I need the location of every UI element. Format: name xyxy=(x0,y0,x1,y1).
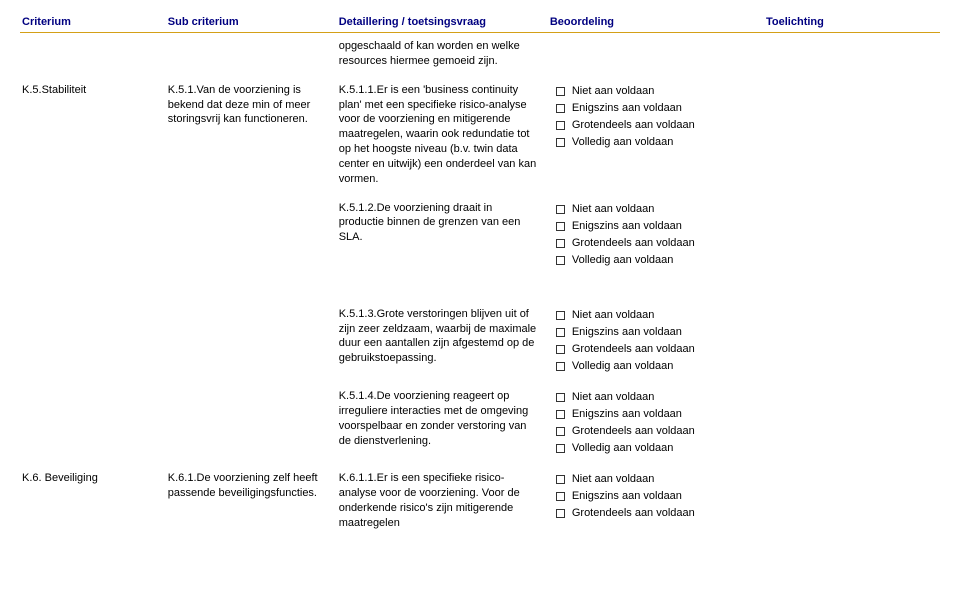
header-row: Criterium Sub criterium Detaillering / t… xyxy=(20,14,940,33)
assessment-option[interactable]: Volledig aan voldaan xyxy=(550,252,758,269)
assessment-option[interactable]: Grotendeels aan voldaan xyxy=(550,117,758,134)
header-assess: Beoordeling xyxy=(548,14,764,33)
assessment-cell: Niet aan voldaan Enigszins aan voldaan G… xyxy=(548,467,764,540)
table-row: K.6. Beveiliging K.6.1.De voorziening ze… xyxy=(20,467,940,540)
assessment-option[interactable]: Enigszins aan voldaan xyxy=(550,324,758,341)
assessment-option[interactable]: Niet aan voldaan xyxy=(550,389,758,406)
table-row: K.5.1.3.Grote verstoringen blijven uit o… xyxy=(20,279,940,385)
assessment-option[interactable]: Enigszins aan voldaan xyxy=(550,218,758,235)
criterium-text: K.5.Stabiliteit xyxy=(20,79,166,197)
assessment-cell: Niet aan voldaan Enigszins aan voldaan G… xyxy=(548,385,764,467)
header-explain: Toelichting xyxy=(764,14,940,33)
assessment-options: Niet aan voldaan Enigszins aan voldaan G… xyxy=(550,307,758,375)
detail-text: K.5.1.2.De voorziening draait in product… xyxy=(337,197,548,279)
assessment-option[interactable]: Niet aan voldaan xyxy=(550,201,758,218)
detail-text: K.5.1.4.De voorziening reageert op irreg… xyxy=(337,385,548,467)
assessment-cell: Niet aan voldaan Enigszins aan voldaan G… xyxy=(548,79,764,197)
assessment-option[interactable]: Niet aan voldaan xyxy=(550,83,758,100)
assessment-option[interactable]: Niet aan voldaan xyxy=(550,307,758,324)
criterium-text: K.6. Beveiliging xyxy=(20,467,166,540)
assessment-options: Niet aan voldaan Enigszins aan voldaan G… xyxy=(550,83,758,151)
assessment-cell: Niet aan voldaan Enigszins aan voldaan G… xyxy=(548,279,764,385)
detail-text: opgeschaald of kan worden en welke resou… xyxy=(337,33,548,79)
assessment-option[interactable]: Grotendeels aan voldaan xyxy=(550,423,758,440)
assessment-option[interactable]: Volledig aan voldaan xyxy=(550,134,758,151)
assessment-option[interactable]: Grotendeels aan voldaan xyxy=(550,235,758,252)
criteria-table: Criterium Sub criterium Detaillering / t… xyxy=(20,14,940,541)
detail-text: K.6.1.1.Er is een specifieke risico-anal… xyxy=(337,467,548,540)
assessment-options: Niet aan voldaan Enigszins aan voldaan G… xyxy=(550,201,758,269)
detail-text: K.5.1.3.Grote verstoringen blijven uit o… xyxy=(337,279,548,385)
assessment-option[interactable]: Grotendeels aan voldaan xyxy=(550,341,758,358)
assessment-option[interactable]: Enigszins aan voldaan xyxy=(550,100,758,117)
assessment-option[interactable]: Niet aan voldaan xyxy=(550,471,758,488)
detail-text: K.5.1.1.Er is een 'business continuity p… xyxy=(337,79,548,197)
table-row: opgeschaald of kan worden en welke resou… xyxy=(20,33,940,79)
assessment-options: Niet aan voldaan Enigszins aan voldaan G… xyxy=(550,471,758,522)
assessment-cell: Niet aan voldaan Enigszins aan voldaan G… xyxy=(548,197,764,279)
table-row: K.5.1.2.De voorziening draait in product… xyxy=(20,197,940,279)
assessment-option[interactable]: Enigszins aan voldaan xyxy=(550,406,758,423)
header-detail: Detaillering / toetsingsvraag xyxy=(337,14,548,33)
assessment-option[interactable]: Volledig aan voldaan xyxy=(550,440,758,457)
header-sub: Sub criterium xyxy=(166,14,337,33)
sub-criterium-text: K.5.1.Van de voorziening is bekend dat d… xyxy=(166,79,337,197)
sub-criterium-text: K.6.1.De voorziening zelf heeft passende… xyxy=(166,467,337,540)
assessment-option[interactable]: Volledig aan voldaan xyxy=(550,358,758,375)
assessment-option[interactable]: Enigszins aan voldaan xyxy=(550,488,758,505)
assessment-option[interactable]: Grotendeels aan voldaan xyxy=(550,505,758,522)
table-row: K.5.1.4.De voorziening reageert op irreg… xyxy=(20,385,940,467)
table-row: K.5.Stabiliteit K.5.1.Van de voorziening… xyxy=(20,79,940,197)
header-criterium: Criterium xyxy=(20,14,166,33)
assessment-options: Niet aan voldaan Enigszins aan voldaan G… xyxy=(550,389,758,457)
